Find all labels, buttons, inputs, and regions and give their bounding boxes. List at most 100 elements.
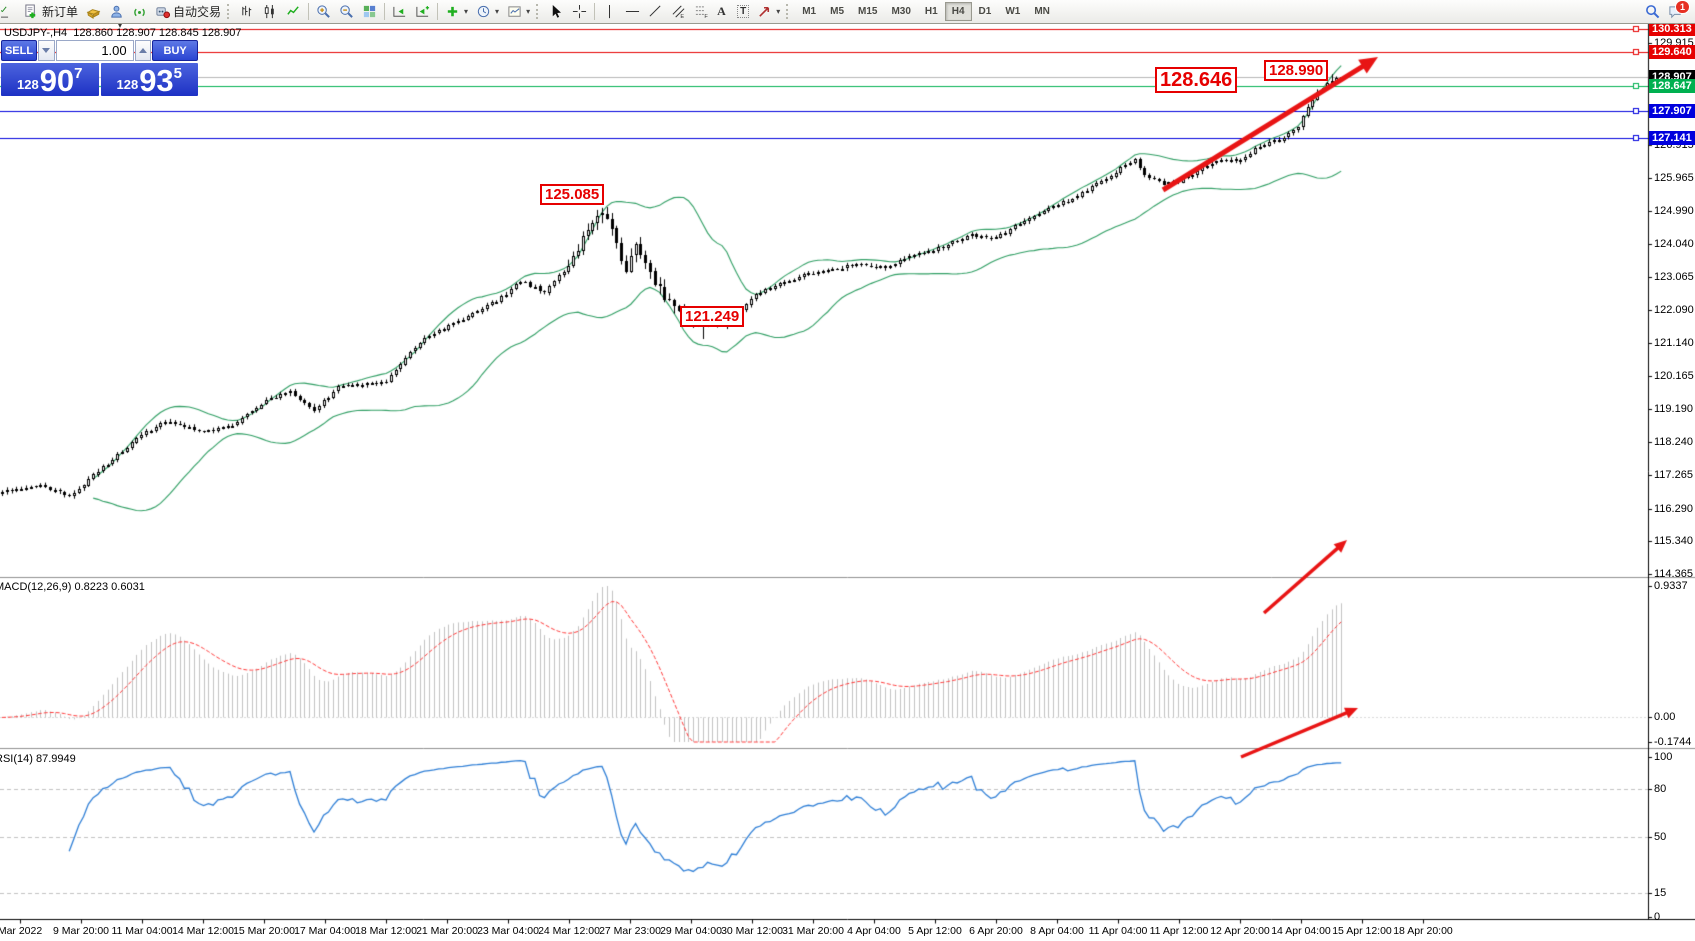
timeframe-d1-button[interactable]: D1 [972,2,999,21]
indicators-button[interactable]: ▾ [441,2,472,22]
market-watch-button[interactable] [82,2,105,22]
text-label-tool-button[interactable]: T [733,2,753,22]
toolbar-drag-handle [227,4,232,19]
new-order-button[interactable]: 新订单 [20,2,82,22]
bar-chart-mode-button[interactable] [236,2,259,22]
top-toolbar: 新订单 自动交易 ▾ ▾ ▾ [0,0,1695,24]
volume-input[interactable] [55,40,134,61]
buy-price-base: 128 [116,77,139,92]
timeframe-h4-button[interactable]: H4 [944,2,972,21]
vertical-line-icon [602,4,617,19]
dropdown-caret-icon: ▾ [464,7,469,16]
buy-price-display[interactable]: 128 93 5 [100,63,198,96]
profiles-icon [109,4,124,19]
candlestick-mode-button[interactable] [259,2,282,22]
bar-chart-icon [240,4,255,19]
arrows-tool-button[interactable]: ▾ [753,2,784,22]
chart-shift-icon [415,6,430,19]
equidistant-channel-tool-button[interactable]: E [667,2,690,22]
buy-price-sup: 5 [173,65,183,82]
tile-windows-button[interactable] [358,2,381,22]
auto-scroll-button[interactable] [388,2,411,22]
horizontal-line-icon [625,4,640,19]
signals-icon [132,4,147,19]
new-chart-icon [0,4,9,19]
svg-text:E: E [680,14,684,19]
toolbar-separator [437,3,439,20]
fibonacci-tool-button[interactable]: F [690,2,713,22]
timeframe-m30-button[interactable]: M30 [884,2,917,21]
templates-button[interactable]: ▾ [503,2,534,22]
new-chart-button[interactable] [0,2,20,22]
sell-price-main: 90 [39,63,75,96]
chat-button[interactable]: 1 [1664,0,1690,22]
timeframe-w1-button[interactable]: W1 [998,2,1027,21]
toolbar-separator [308,3,310,20]
toolbar-drag-handle [786,4,791,19]
text-tool-icon: A [717,4,726,18]
volume-increase-button[interactable] [134,40,152,61]
cursor-tool-button[interactable] [545,2,568,22]
tile-windows-icon [363,5,376,18]
add-indicator-icon [447,6,458,17]
channel-icon: E [671,4,686,19]
timeframe-m5-button[interactable]: M5 [823,2,851,21]
svg-text:F: F [704,14,708,19]
notification-badge: 1 [1674,0,1690,14]
text-label-icon: T [737,5,750,18]
timeframe-m15-button[interactable]: M15 [851,2,884,21]
timeframe-mn-button[interactable]: MN [1027,2,1057,21]
line-chart-icon [286,4,301,19]
gold-toolbox-icon [86,4,101,19]
toolbar-drag-handle [536,4,541,19]
triangle-down-icon [42,48,51,53]
volume-decrease-button[interactable] [38,40,55,61]
sell-price-sup: 7 [74,65,83,82]
arrow-tool-icon [757,4,772,19]
trendline-tool-button[interactable] [644,2,667,22]
chart-shift-button[interactable] [411,2,434,22]
toolbar-separator [594,3,596,20]
sell-button[interactable]: SELL [1,40,38,61]
signals-button[interactable] [128,2,151,22]
timeframe-h1-button[interactable]: H1 [918,2,945,21]
dropdown-caret-icon: ▾ [776,7,781,16]
template-icon [507,4,522,19]
zoom-in-button[interactable] [312,2,335,22]
auto-trading-icon [155,4,170,19]
profiles-button[interactable] [105,2,128,22]
dropdown-caret-icon: ▾ [526,7,531,16]
zoom-out-icon [339,4,354,19]
dropdown-caret-icon: ▾ [495,7,500,16]
horizontal-line-tool-button[interactable] [621,2,644,22]
auto-scroll-icon [392,4,407,19]
timeframe-m1-button[interactable]: M1 [795,2,823,21]
fibonacci-icon: F [695,4,708,19]
new-order-icon [24,4,36,19]
line-chart-mode-button[interactable] [282,2,305,22]
clock-icon [476,4,491,19]
zoom-in-icon [316,4,331,19]
crosshair-tool-button[interactable] [568,2,591,22]
search-button[interactable] [1641,2,1664,22]
vertical-line-tool-button[interactable] [598,2,621,22]
trendline-icon [648,4,663,19]
text-tool-button[interactable]: A [713,2,733,22]
sell-price-display[interactable]: 128 90 7 [1,63,99,96]
timeframe-group: M1 M5 M15 M30 H1 H4 D1 W1 MN [795,2,1057,21]
buy-button[interactable]: BUY [152,40,198,61]
sell-price-base: 128 [16,77,39,92]
auto-trading-label: 自动交易 [173,5,222,19]
search-icon [1645,4,1660,19]
auto-trading-button[interactable]: 自动交易 [151,2,225,22]
crosshair-icon [573,4,587,19]
candlestick-icon [263,4,274,19]
periods-button[interactable]: ▾ [472,2,503,22]
buy-price-main: 93 [139,63,174,96]
zoom-out-button[interactable] [335,2,358,22]
new-order-label: 新订单 [42,5,79,19]
cursor-icon [552,4,562,18]
triangle-up-icon [138,48,147,53]
